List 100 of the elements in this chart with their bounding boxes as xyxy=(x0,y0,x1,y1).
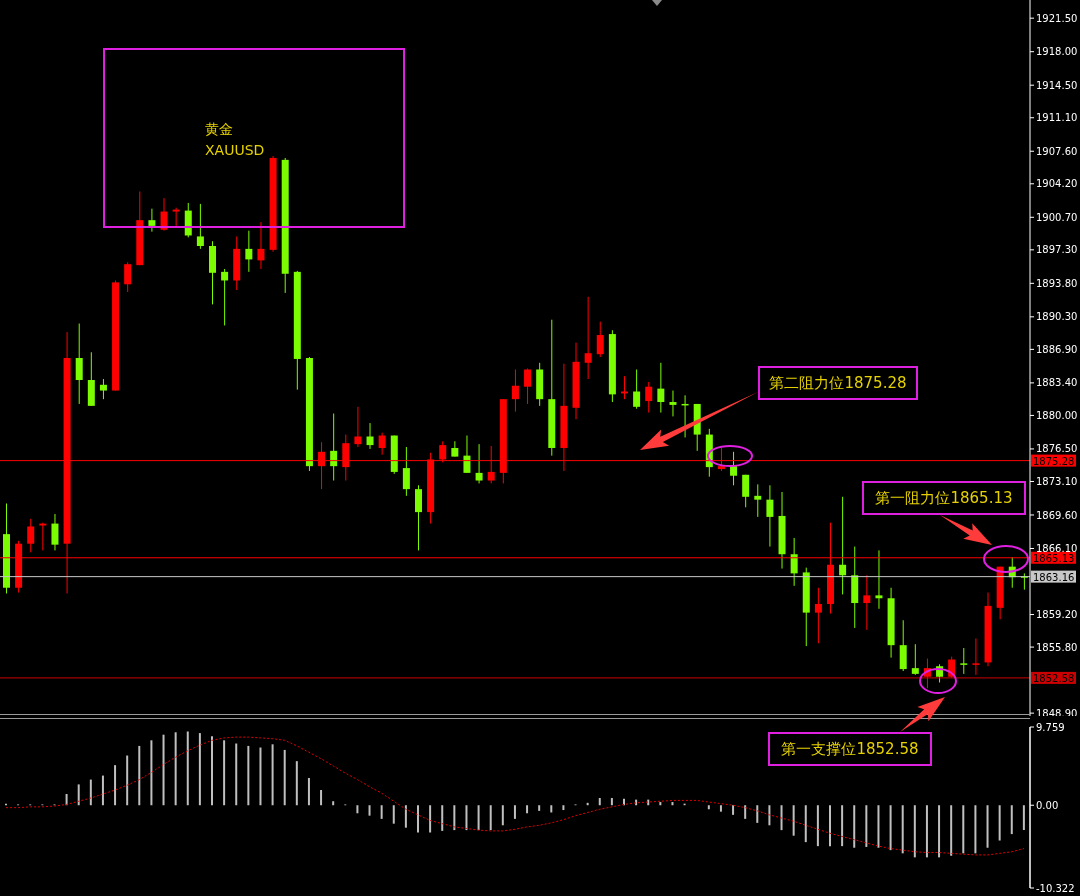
bar xyxy=(804,805,807,843)
y-tick-label: 9.759 xyxy=(1036,721,1065,733)
candlestick xyxy=(75,323,83,405)
bar xyxy=(259,747,262,806)
candlestick xyxy=(972,637,980,676)
bar xyxy=(186,731,189,806)
bar xyxy=(526,805,529,814)
bar xyxy=(780,805,783,831)
y-tick-label: 1855.80 xyxy=(1036,641,1078,653)
candlestick xyxy=(463,435,471,474)
candlestick xyxy=(633,368,641,410)
bar xyxy=(453,805,456,831)
annotation: 黄金 xyxy=(205,121,233,139)
bar xyxy=(962,805,965,854)
candlestick xyxy=(754,483,762,518)
y-tick-label: 1914.50 xyxy=(1036,79,1078,91)
bar xyxy=(477,805,480,831)
annotation: 第二阻力位1875.28 xyxy=(758,366,918,400)
y-tick-label: 1907.60 xyxy=(1036,145,1078,157)
y-tick-label: 1911.10 xyxy=(1036,112,1078,124)
bar xyxy=(283,749,286,806)
bar xyxy=(307,777,310,806)
candlestick xyxy=(378,432,386,456)
bar xyxy=(392,805,395,824)
bar xyxy=(913,805,916,858)
bar xyxy=(865,805,868,847)
y-tick-label: 1873.10 xyxy=(1036,476,1078,488)
candlestick xyxy=(960,647,968,675)
bar xyxy=(417,805,419,833)
y-tick-label: 1900.70 xyxy=(1036,211,1078,223)
bar xyxy=(211,736,213,806)
bar xyxy=(1010,805,1013,835)
bar xyxy=(235,743,238,806)
ref-line-label: 1875.28 xyxy=(1033,455,1075,467)
candlestick xyxy=(196,203,204,250)
bar xyxy=(659,802,662,806)
y-tick-label: 1897.30 xyxy=(1036,244,1078,256)
bar xyxy=(829,805,831,847)
y-tick-label: 1921.50 xyxy=(1036,12,1078,24)
candlestick xyxy=(584,296,592,380)
bar xyxy=(150,740,153,806)
bar xyxy=(126,755,129,806)
y-tick-label: 1869.60 xyxy=(1036,509,1078,521)
bar xyxy=(332,801,335,806)
bar xyxy=(562,805,565,811)
bar xyxy=(610,798,613,806)
candlestick xyxy=(790,537,798,587)
bar xyxy=(223,740,226,806)
bar xyxy=(707,805,710,810)
candlestick xyxy=(730,451,738,486)
bar xyxy=(901,805,904,854)
y-tick-label: 1876.50 xyxy=(1036,443,1078,455)
bar xyxy=(513,805,516,819)
bar xyxy=(501,805,504,826)
bar xyxy=(77,784,80,806)
candlestick xyxy=(899,619,907,672)
candlestick xyxy=(124,261,132,293)
bar xyxy=(792,805,795,836)
y-tick-label: 1848.90 xyxy=(1036,707,1078,719)
bar xyxy=(114,765,117,806)
annotation: 第一支撑位1852.58 xyxy=(768,732,932,766)
bar xyxy=(380,805,383,819)
candlestick xyxy=(511,368,519,413)
bar xyxy=(101,775,104,806)
candlestick xyxy=(415,484,422,551)
bar xyxy=(938,805,941,858)
candlestick xyxy=(172,207,180,227)
candlestick xyxy=(51,513,59,551)
bar xyxy=(489,805,492,831)
bar xyxy=(89,779,92,806)
candlestick xyxy=(245,230,253,273)
annotation: XAUUSD xyxy=(205,142,265,158)
bar xyxy=(925,805,928,858)
candlestick xyxy=(330,413,338,482)
candlestick xyxy=(839,496,847,595)
bar xyxy=(465,805,468,831)
bar xyxy=(368,805,371,816)
bar xyxy=(174,732,177,806)
candlestick xyxy=(451,440,459,458)
bar xyxy=(138,745,141,806)
candlestick xyxy=(657,362,665,414)
ref-line-label: 1852.58 xyxy=(1033,672,1075,684)
bar xyxy=(768,805,771,826)
candlestick xyxy=(148,208,156,233)
bar xyxy=(441,805,444,831)
bar xyxy=(816,805,819,847)
bar xyxy=(271,744,274,806)
y-tick-label: 1904.20 xyxy=(1036,178,1078,190)
candlestick xyxy=(911,643,919,676)
candlestick xyxy=(669,390,677,417)
candlestick xyxy=(257,221,265,270)
bar xyxy=(320,790,323,806)
bar xyxy=(356,805,359,814)
bar xyxy=(1022,805,1025,831)
bar xyxy=(974,805,977,854)
y-tick-label: -10.322 xyxy=(1036,882,1075,894)
bar xyxy=(538,805,541,811)
y-tick-label: 1883.40 xyxy=(1036,377,1078,389)
bar xyxy=(744,805,747,819)
bar xyxy=(404,805,407,828)
